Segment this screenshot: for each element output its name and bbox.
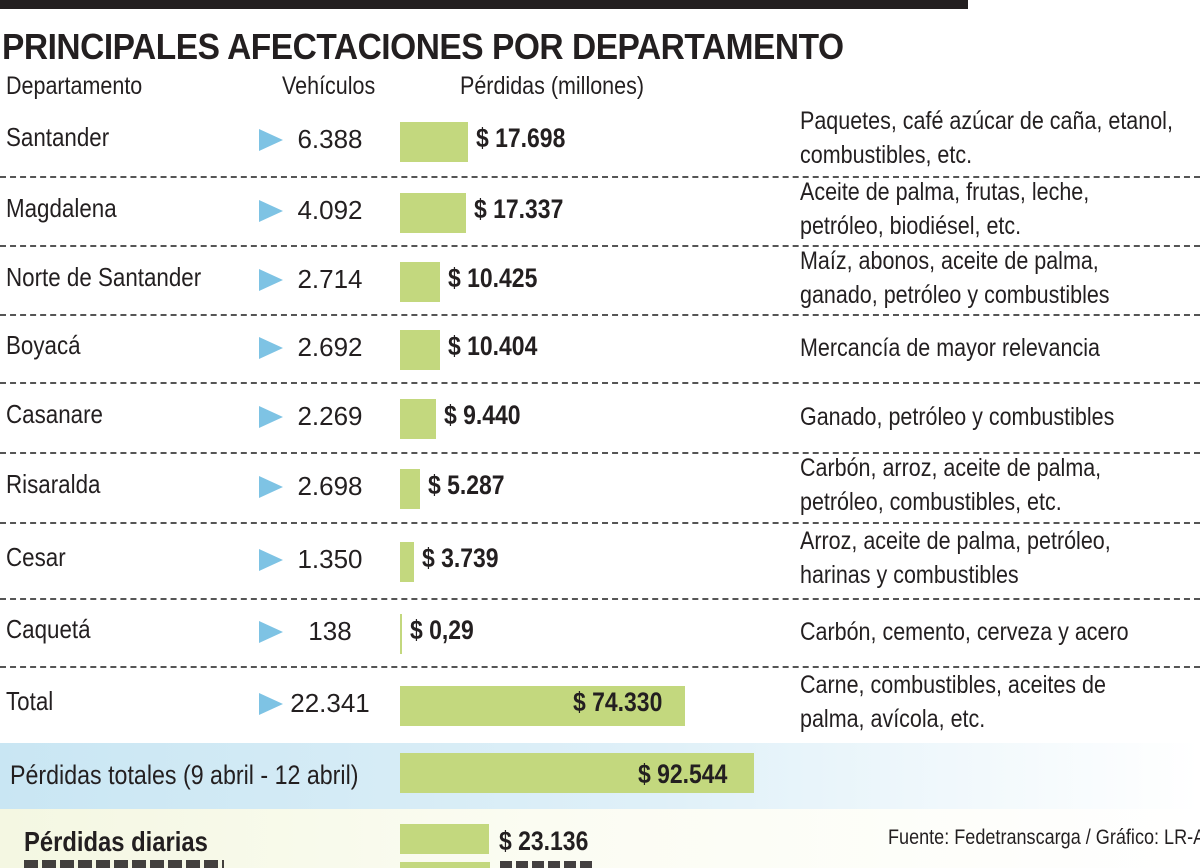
total-losses-value: $ 92.544 <box>638 759 728 789</box>
play-triangle-icon <box>259 337 283 359</box>
loss-bar <box>400 469 421 509</box>
play-triangle-icon <box>259 476 283 498</box>
department-name: Risaralda <box>6 469 101 499</box>
header-perdidas: Pérdidas (millones) <box>460 72 645 100</box>
row-separator <box>0 245 1200 247</box>
products-line: Carbón, cemento, cerveza y acero <box>800 618 1129 646</box>
products-line: Ganado, petróleo y combustibles <box>800 403 1115 431</box>
products-cell: Maíz, abonos, aceite de palma, ganado, pe… <box>800 244 1178 312</box>
chart-title: PRINCIPALES AFECTACIONES POR DEPARTAMENT… <box>2 26 844 67</box>
vehicle-count: 1.350 <box>297 544 363 574</box>
row-separator <box>0 522 1200 524</box>
loss-bar <box>400 686 685 726</box>
products-cell: Carne, combustibles, aceites de palma, av… <box>800 668 1178 736</box>
daily-losses-value: $ 23.136 <box>498 826 588 856</box>
products-line: Arroz, aceite de palma, petróleo, <box>800 527 1111 555</box>
daily-losses-label: Pérdidas diarias <box>24 826 208 857</box>
row-separator <box>0 452 1200 454</box>
daily-losses-bar <box>400 824 489 854</box>
products-line: Carne, combustibles, aceites de <box>800 671 1106 699</box>
loss-value: $ 17.698 <box>475 123 566 153</box>
row-separator <box>0 314 1200 316</box>
loss-value: $ 10.425 <box>447 262 538 293</box>
vehicle-count: 2.698 <box>297 471 363 501</box>
loss-bar <box>400 542 415 582</box>
products-cell: Paquetes, café azúcar de caña, etanol, co… <box>800 104 1178 172</box>
department-name: Cesar <box>6 542 66 572</box>
loss-bar <box>400 614 402 654</box>
play-triangle-icon <box>259 693 283 715</box>
department-name: Caquetá <box>6 614 91 644</box>
play-triangle-icon <box>259 199 283 222</box>
loss-bar <box>400 122 468 162</box>
loss-value: $ 10.404 <box>447 331 538 361</box>
department-name: Casanare <box>6 399 103 429</box>
row-separator <box>0 598 1200 600</box>
vehicle-count: 6.388 <box>297 124 363 154</box>
products-line: combustibles, etc. <box>800 141 973 169</box>
loss-value: $ 5.287 <box>428 470 505 500</box>
cropped-bar <box>400 862 490 868</box>
play-triangle-icon <box>259 621 283 643</box>
header-departamento: Departamento <box>6 72 143 100</box>
products-cell: Carbón, cemento, cerveza y acero <box>800 615 1178 649</box>
play-triangle-icon <box>259 268 283 291</box>
products-cell: Aceite de palma, frutas, leche, petróleo,… <box>800 175 1178 243</box>
vehicle-count: 2.692 <box>297 332 363 362</box>
products-line: petróleo, combustibles, etc. <box>800 488 1062 516</box>
header-vehiculos: Vehículos <box>282 72 376 100</box>
daily-losses-band <box>0 809 1200 868</box>
loss-value: $ 9.440 <box>444 400 521 430</box>
products-cell: Mercancía de mayor relevancia <box>800 331 1178 365</box>
play-triangle-icon <box>259 549 283 571</box>
source-credit: Fuente: Fedetranscarga / Gráfico: LR-AA <box>888 826 1200 849</box>
products-line: harinas y combustibles <box>800 561 1019 589</box>
products-line: palma, avícola, etc. <box>800 705 986 733</box>
loss-value: $ 3.739 <box>422 543 499 573</box>
vehicle-count: 2.269 <box>297 401 363 431</box>
products-line: Maíz, abonos, aceite de palma, <box>800 246 1099 275</box>
vehicle-count: 2.714 <box>297 263 363 294</box>
loss-value: $ 74.330 <box>572 687 662 717</box>
department-name: Boyacá <box>6 330 81 360</box>
products-line: ganado, petróleo y combustibles <box>800 280 1110 309</box>
products-line: Aceite de palma, frutas, leche, <box>800 177 1090 206</box>
products-cell: Ganado, petróleo y combustibles <box>800 400 1178 434</box>
loss-value: $ 0,29 <box>410 615 474 645</box>
loss-value: $ 17.337 <box>474 193 564 224</box>
products-line: Paquetes, café azúcar de caña, etanol, <box>800 107 1173 135</box>
row-separator <box>0 176 1200 178</box>
vehicle-count: 4.092 <box>297 194 363 225</box>
department-name: Norte de Santander <box>6 261 202 292</box>
row-separator <box>0 382 1200 384</box>
department-name: Total <box>6 686 54 716</box>
department-name: Magdalena <box>6 192 117 223</box>
department-name: Santander <box>6 122 110 152</box>
row-separator <box>0 666 1200 668</box>
products-cell: Carbón, arroz, aceite de palma, petróleo,… <box>800 451 1178 519</box>
products-cell: Arroz, aceite de palma, petróleo, harinas… <box>800 524 1178 592</box>
products-line: Mercancía de mayor relevancia <box>800 334 1100 362</box>
cropped-text-line <box>24 860 224 868</box>
loss-bar <box>400 192 467 233</box>
total-losses-label: Pérdidas totales (9 abril - 12 abril) <box>10 760 359 790</box>
top-rule <box>0 0 968 9</box>
total-losses-bar <box>400 753 755 793</box>
vehicle-count: 22.341 <box>290 688 370 718</box>
loss-bar <box>400 399 437 439</box>
products-line: Carbón, arroz, aceite de palma, <box>800 454 1102 482</box>
play-triangle-icon <box>259 129 283 151</box>
play-triangle-icon <box>259 406 283 428</box>
products-line: petróleo, biodiésel, etc. <box>800 211 1022 240</box>
cropped-value-line <box>500 861 596 868</box>
vehicle-count: 138 <box>308 616 352 646</box>
loss-bar <box>400 330 440 370</box>
loss-bar <box>400 261 440 302</box>
